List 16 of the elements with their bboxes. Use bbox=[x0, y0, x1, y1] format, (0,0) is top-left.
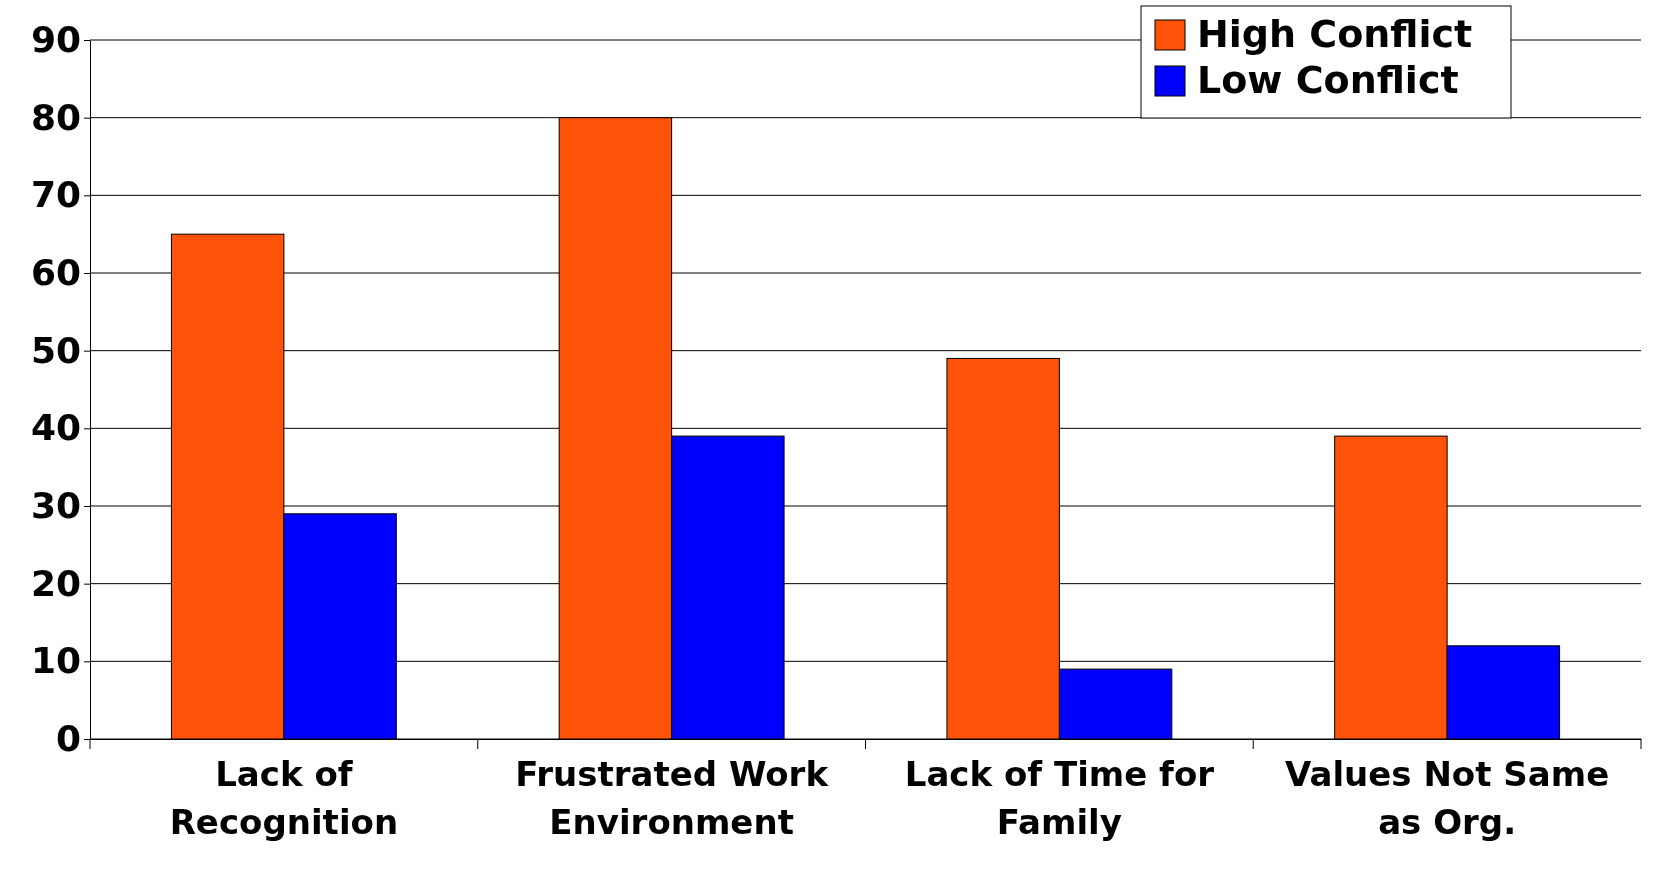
x-tick-label: Frustrated Work Environment bbox=[515, 754, 830, 842]
y-tick-label: 60 bbox=[30, 252, 81, 294]
x-tick-label: Lack of Recognition bbox=[169, 754, 399, 842]
x-tick-label: Lack of Time for Family bbox=[904, 754, 1215, 842]
y-tick-label: 10 bbox=[30, 640, 81, 682]
legend-label: High Conflict bbox=[1197, 12, 1473, 56]
y-tick-label: 80 bbox=[30, 96, 81, 138]
legend-label: Low Conflict bbox=[1197, 58, 1459, 102]
y-tick-label: 90 bbox=[30, 19, 81, 61]
y-tick-label: 0 bbox=[55, 718, 81, 760]
y-tick-label: 30 bbox=[30, 485, 81, 527]
y-tick-label: 50 bbox=[30, 329, 81, 371]
y-tick-label: 70 bbox=[30, 174, 81, 216]
y-tick-label: 40 bbox=[30, 407, 81, 449]
x-tick-label: Values Not Same as Org. bbox=[1285, 754, 1610, 842]
y-tick-label: 20 bbox=[30, 562, 81, 604]
